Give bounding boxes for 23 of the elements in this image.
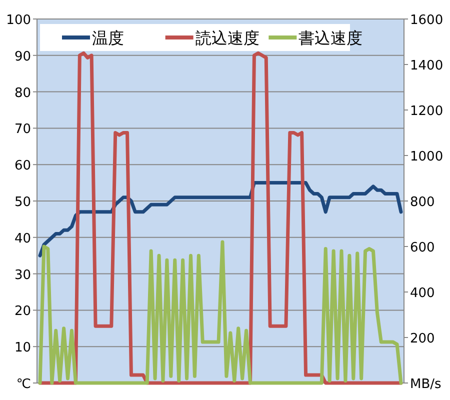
legend-label: 温度 (92, 28, 124, 48)
y2-tick-label: 1600 (410, 13, 444, 28)
y-tick-label: 90 (14, 49, 31, 64)
y2-tick-label: 1200 (410, 104, 444, 119)
y2-tick-label: MB/s (410, 377, 442, 392)
y-tick-label: 30 (14, 268, 31, 283)
y2-tick-label: 800 (410, 195, 435, 210)
y2-tick-label: 1000 (410, 150, 444, 164)
y-tick-label: 60 (14, 158, 31, 174)
y-tick-label: 40 (14, 231, 31, 246)
legend-label: 読込速度 (195, 28, 260, 48)
y-tick-label: 100 (6, 13, 31, 28)
y-tick-label: 50 (14, 195, 31, 210)
y2-tick-label: 600 (410, 240, 435, 256)
y-tick-label: 80 (14, 86, 31, 101)
y-tick-label: 10 (14, 340, 31, 356)
y-tick-label: 20 (14, 304, 31, 320)
y-tick-label: ℃ (16, 377, 31, 392)
y-tick-label: 70 (14, 122, 31, 138)
y2-tick-label: 1400 (410, 58, 444, 74)
y2-tick-label: 200 (410, 332, 435, 346)
legend-label: 書込速度 (298, 28, 363, 48)
y2-tick-label: 400 (410, 286, 435, 301)
